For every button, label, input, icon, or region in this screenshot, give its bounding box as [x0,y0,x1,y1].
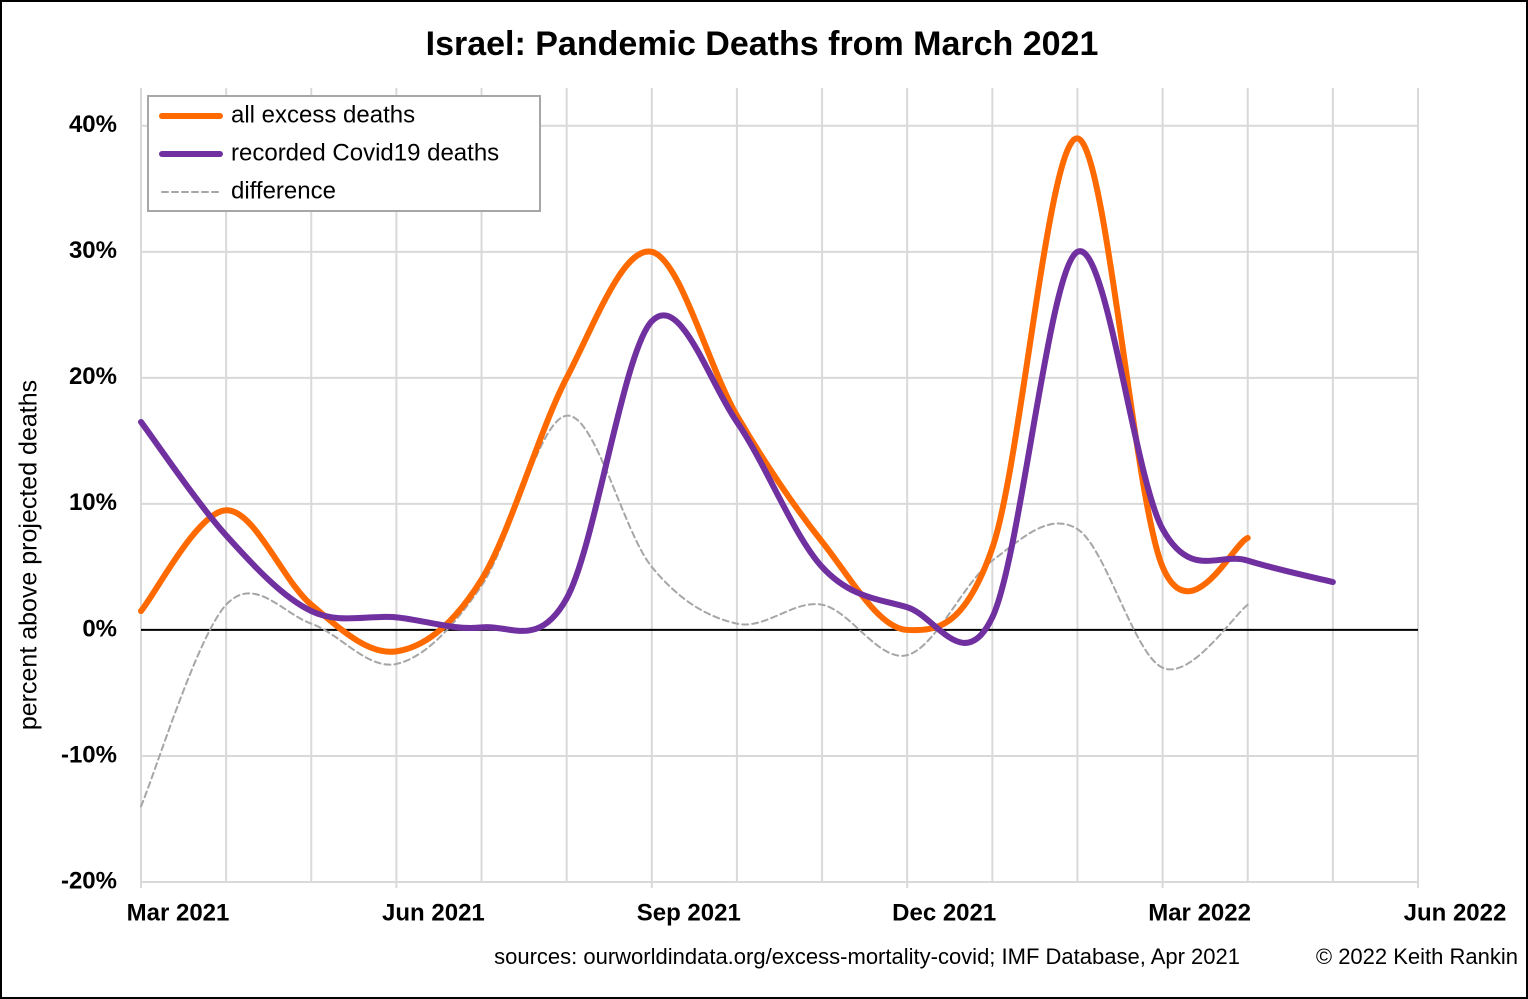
x-tick-label: Mar 2022 [1148,899,1251,926]
x-tick-label: Jun 2022 [1404,899,1507,926]
y-tick-label: -20% [61,867,117,894]
series-line [138,248,1336,646]
y-tick-label: 10% [69,489,117,516]
x-tick-label: Dec 2021 [892,899,996,926]
series-line [140,414,1249,808]
legend-label: all excess deaths [231,101,415,128]
y-axis-label: percent above projected deaths [15,380,43,730]
legend-label: recorded Covid19 deaths [231,139,499,166]
y-tick-label: 0% [82,615,117,642]
y-tick-label: 40% [69,111,117,138]
legend-label: difference [231,177,336,204]
source: sources: ourworldindata.org/excess-morta… [494,944,1240,969]
y-tick-label: 30% [69,237,117,264]
x-tick-label: Mar 2021 [127,899,230,926]
y-tick-label: -10% [61,741,117,768]
x-tick-label: Sep 2021 [637,899,741,926]
chart-title: Israel: Pandemic Deaths from March 2021 [426,25,1099,63]
y-tick-label: 20% [69,363,117,390]
x-tick-label: Jun 2021 [382,899,485,926]
series-line [138,135,1251,655]
credit: © 2022 Keith Rankin [1316,944,1518,969]
